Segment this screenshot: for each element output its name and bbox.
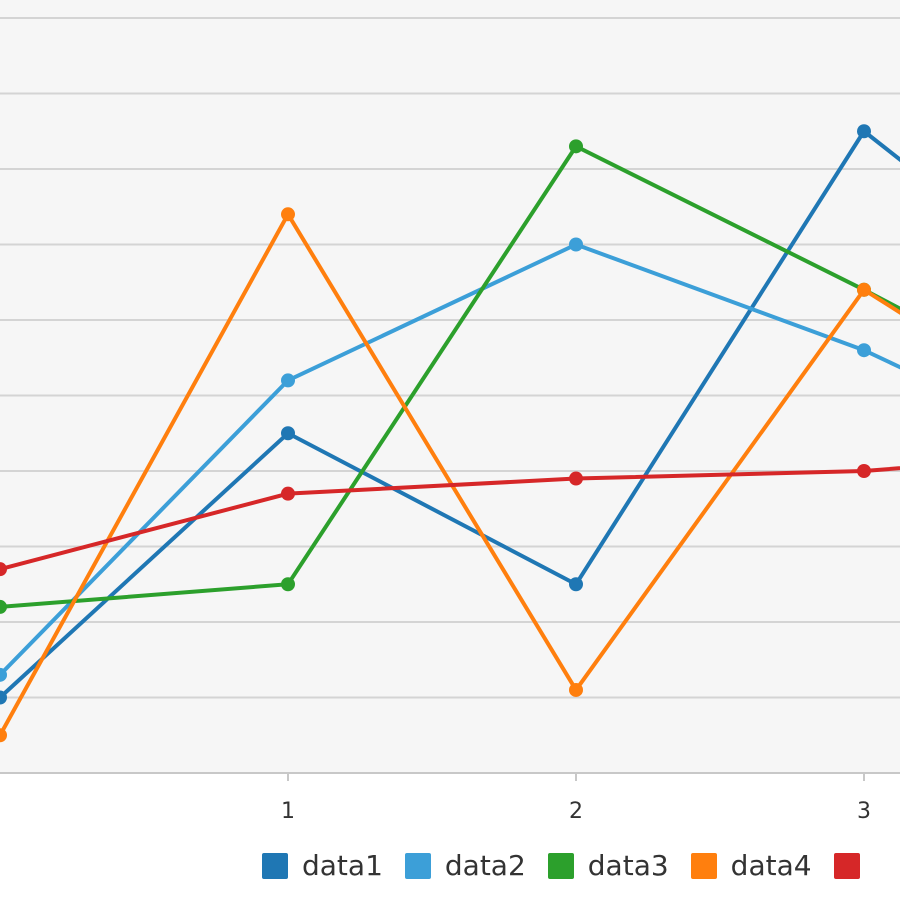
data-point[interactable] bbox=[0, 667, 7, 682]
legend: data1 data2 data3 data4 bbox=[262, 846, 896, 886]
data-point[interactable] bbox=[857, 282, 871, 297]
data-point[interactable] bbox=[569, 139, 583, 154]
data-point[interactable] bbox=[0, 562, 7, 577]
data-point[interactable] bbox=[569, 577, 583, 592]
legend-label-data4: data4 bbox=[730, 849, 812, 882]
legend-swatch-data2 bbox=[404, 853, 431, 879]
data-point[interactable] bbox=[569, 682, 583, 697]
x-tick-label: 1 bbox=[281, 799, 295, 824]
data-point[interactable] bbox=[281, 577, 295, 592]
legend-item-data2[interactable]: data2 bbox=[404, 849, 526, 882]
series-data4 bbox=[0, 207, 900, 743]
legend-label-data2: data2 bbox=[444, 849, 526, 882]
data-point[interactable] bbox=[569, 237, 583, 252]
data-point[interactable] bbox=[857, 343, 871, 358]
plot-background bbox=[0, 0, 900, 773]
legend-item-data3[interactable]: data3 bbox=[547, 849, 669, 882]
data-point[interactable] bbox=[0, 690, 7, 705]
legend-item-data4[interactable]: data4 bbox=[690, 849, 812, 882]
data-point[interactable] bbox=[281, 207, 295, 222]
data-point[interactable] bbox=[569, 471, 583, 486]
data-point[interactable] bbox=[281, 373, 295, 388]
legend-item-data1[interactable]: data1 bbox=[262, 852, 383, 880]
legend-item-data5[interactable] bbox=[833, 853, 874, 879]
series-data5 bbox=[0, 464, 900, 577]
legend-swatch-data4 bbox=[690, 853, 717, 879]
data-point[interactable] bbox=[281, 486, 295, 501]
legend-swatch-data1 bbox=[262, 853, 288, 879]
legend-swatch-data3 bbox=[547, 853, 574, 879]
data-point[interactable] bbox=[0, 599, 7, 614]
data-point[interactable] bbox=[0, 728, 7, 743]
series-data1 bbox=[0, 124, 900, 705]
legend-label-data1: data1 bbox=[302, 849, 383, 882]
data-point[interactable] bbox=[281, 426, 295, 441]
data-point[interactable] bbox=[857, 124, 871, 139]
data-point[interactable] bbox=[857, 464, 871, 478]
x-tick-label: 3 bbox=[857, 799, 871, 824]
series-data2 bbox=[0, 237, 900, 682]
legend-label-data3: data3 bbox=[587, 849, 669, 882]
x-tick-label: 2 bbox=[569, 799, 583, 824]
legend-swatch-data5 bbox=[833, 853, 860, 879]
